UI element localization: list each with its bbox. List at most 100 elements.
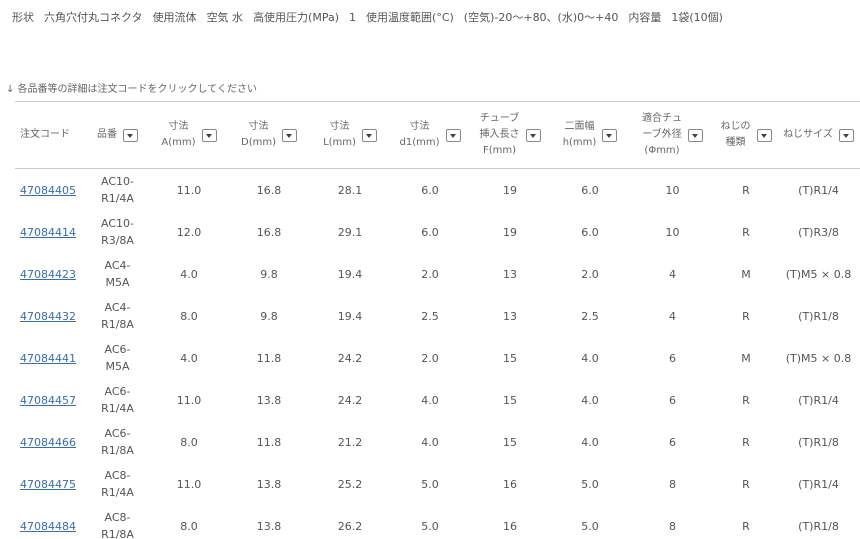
table-cell: 13 — [470, 253, 550, 295]
order-code-link[interactable]: 47084457 — [20, 393, 76, 407]
order-code-link[interactable]: 47084405 — [20, 183, 76, 197]
table-cell: 8.0 — [150, 295, 228, 337]
cell-text: 5.0 — [421, 519, 439, 533]
spec-line: 形状 六角穴付丸コネクタ 使用流体 空気 水高使用圧力(MPa) 1 使用温度範囲(°C)… — [12, 9, 733, 25]
cell-text: 19.4 — [337, 267, 363, 281]
header-text: 寸法 d1(mm) — [399, 121, 440, 148]
table-cell: (T)R1/4 — [777, 169, 860, 211]
order-code-link[interactable]: 47084484 — [20, 519, 76, 533]
table-cell: 2.0 — [550, 253, 630, 295]
table-cell: AC10-R3/8A — [85, 211, 150, 253]
cell-text: 2.0 — [581, 267, 599, 281]
sort-dropdown[interactable] — [282, 128, 297, 142]
sort-dropdown[interactable] — [756, 128, 772, 142]
cell-text: 8.0 — [180, 309, 198, 323]
cell-text: 4.0 — [581, 393, 599, 407]
cell-text: 11.0 — [176, 393, 202, 407]
header-cell: 寸法 D(mm) — [228, 102, 310, 168]
table-cell: 4.0 — [550, 421, 630, 463]
cell-text: (T)R1/4 — [798, 183, 839, 197]
cell-text: 8.0 — [180, 435, 198, 449]
cell-text: 5.0 — [581, 519, 599, 533]
product-table: 注文コード 品番 寸法 A(mm) 寸法 D(mm) 寸法 L(mm) 寸法 d1(mm)… — [15, 101, 860, 539]
spec-label: 使用流体 — [152, 11, 197, 24]
cell-text: AC6-R1/8A — [101, 427, 134, 457]
sort-dropdown[interactable] — [201, 128, 217, 142]
cell-text: 11.0 — [176, 477, 202, 491]
cell-text: AC6-R1/4A — [101, 385, 134, 415]
spec-value: (空気)-20～+80、(水)0～+40 — [463, 11, 619, 24]
cell-text: (T)R1/8 — [798, 435, 839, 449]
cell-text: 4 — [669, 309, 676, 323]
cell-text: 21.2 — [337, 435, 363, 449]
table-cell: 13.8 — [228, 463, 310, 505]
cell-text: 19.4 — [337, 309, 363, 323]
spec-label: 使用温度範囲(°C) — [366, 11, 454, 24]
header-cell: 適合チュ ーブ外径 (Φmm) — [630, 102, 715, 168]
sort-dropdown[interactable] — [838, 128, 854, 142]
sort-dropdown[interactable] — [361, 128, 377, 142]
table-cell: 19.4 — [310, 295, 390, 337]
sort-dropdown[interactable] — [525, 128, 541, 142]
cell-text: R — [742, 309, 750, 323]
table-cell: 5.0 — [390, 463, 470, 505]
table-cell: 4.0 — [150, 253, 228, 295]
sort-dropdown[interactable] — [123, 128, 138, 142]
table-cell: 47084414 — [15, 211, 85, 253]
cell-text: 13 — [503, 309, 517, 323]
cell-text: 16.8 — [256, 225, 282, 239]
cell-text: 10 — [665, 225, 680, 239]
cell-text: 6.0 — [421, 183, 439, 197]
table-cell: 2.0 — [390, 253, 470, 295]
cell-text: 6 — [669, 435, 676, 449]
table-cell: R — [715, 295, 777, 337]
cell-text: 6.0 — [421, 225, 439, 239]
table-cell: 47084466 — [15, 421, 85, 463]
header-text: 寸法 A(mm) — [161, 121, 196, 148]
table-cell: 15 — [470, 421, 550, 463]
table-cell: 47084475 — [15, 463, 85, 505]
header-row: 注文コード 品番 寸法 A(mm) 寸法 D(mm) 寸法 L(mm) 寸法 d1(mm)… — [15, 102, 860, 169]
cell-text: M — [741, 267, 751, 281]
order-code-link[interactable]: 47084414 — [20, 225, 76, 239]
cell-text: AC8-R1/4A — [101, 469, 134, 499]
table-cell: 19.4 — [310, 253, 390, 295]
table-row: 47084423 AC4-M5A 4.0 9.8 19.4 2.0 13 2.0 4 M (T)M5… — [15, 253, 860, 295]
table-cell: 8.0 — [150, 421, 228, 463]
order-code-link[interactable]: 47084432 — [20, 309, 76, 323]
order-code-link[interactable]: 47084475 — [20, 477, 76, 491]
cell-text: 10 — [665, 183, 680, 197]
cell-text: 13.8 — [256, 477, 282, 491]
cell-text: 26.2 — [337, 519, 363, 533]
header-text: 適合チュ ーブ外径 (Φmm) — [642, 113, 682, 156]
cell-text: (T)R3/8 — [798, 225, 839, 239]
cell-text: 24.2 — [337, 351, 363, 365]
header-text: 寸法 L(mm) — [323, 121, 356, 148]
cell-text: AC10-R3/8A — [101, 217, 134, 247]
order-code-link[interactable]: 47084466 — [20, 435, 76, 449]
table-cell: (T)R1/8 — [777, 295, 860, 337]
sort-dropdown[interactable] — [688, 128, 703, 142]
table-cell: 16.8 — [228, 169, 310, 211]
table-row: 47084484 AC8-R1/8A 8.0 13.8 26.2 5.0 16 5.0 8 R (T… — [15, 505, 860, 539]
cell-text: AC10-R1/4A — [101, 175, 134, 205]
table-cell: AC8-R1/4A — [85, 463, 150, 505]
cell-text: R — [742, 435, 750, 449]
spec-label: 内容量 — [628, 11, 662, 24]
table-cell: 8 — [630, 463, 715, 505]
cell-text: (T)R1/4 — [798, 477, 839, 491]
cell-text: 15 — [503, 435, 517, 449]
header-cell: 二面幅 h(mm) — [550, 102, 630, 168]
table-cell: 26.2 — [310, 505, 390, 539]
table-cell: AC10-R1/4A — [85, 169, 150, 211]
sort-dropdown[interactable] — [445, 128, 461, 142]
order-code-link[interactable]: 47084423 — [20, 267, 76, 281]
header-cell: 寸法 A(mm) — [150, 102, 228, 168]
cell-text: (T)M5 × 0.8 — [785, 351, 852, 365]
table-cell: 5.0 — [550, 463, 630, 505]
order-code-link[interactable]: 47084441 — [20, 351, 76, 365]
sort-dropdown[interactable] — [602, 128, 618, 142]
table-cell: 19 — [470, 169, 550, 211]
cell-text: 6 — [669, 351, 676, 365]
table-cell: (T)R1/4 — [777, 379, 860, 421]
